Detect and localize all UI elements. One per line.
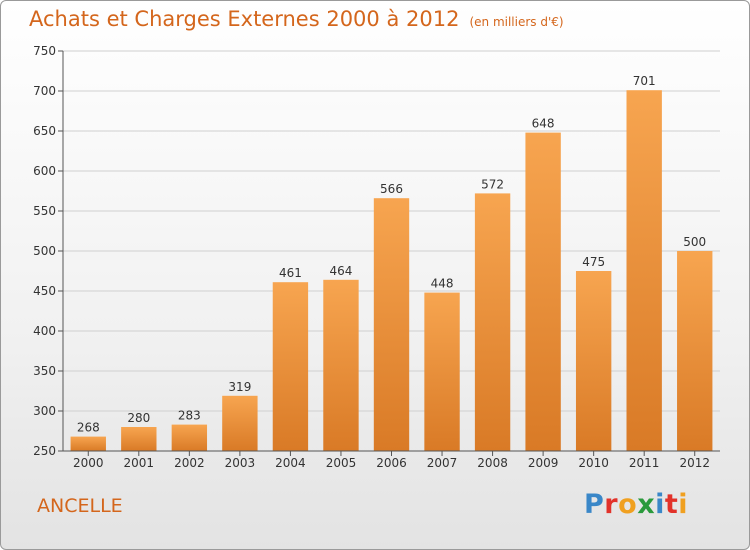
y-tick-label: 500 <box>33 244 56 258</box>
x-tick-label: 2012 <box>679 456 710 470</box>
logo-letter: x <box>637 489 656 520</box>
x-tick-label: 2006 <box>376 456 407 470</box>
logo-letter: i <box>678 489 689 520</box>
data-label: 464 <box>330 264 353 278</box>
data-label: 500 <box>683 235 706 249</box>
bar <box>171 424 208 451</box>
chart-title-text: Achats et Charges Externes 2000 à 2012 <box>29 7 460 31</box>
x-tick-label: 2010 <box>578 456 609 470</box>
x-tick-label: 2009 <box>528 456 559 470</box>
x-tick-label: 2001 <box>124 456 155 470</box>
bar <box>575 271 612 451</box>
data-label: 648 <box>532 117 555 131</box>
x-tick-label: 2007 <box>427 456 458 470</box>
y-tick-label: 400 <box>33 324 56 338</box>
data-labels: 268 280 283 319 461 464 566 448 572 648 475 701 500 <box>77 74 706 434</box>
data-label: 280 <box>127 411 150 425</box>
bar <box>474 193 511 451</box>
bar <box>525 132 561 451</box>
bar <box>272 282 309 451</box>
data-label: 572 <box>481 177 504 191</box>
proxiti-logo[interactable]: Proxiti <box>584 489 688 520</box>
y-tick-label: 700 <box>33 84 56 98</box>
logo-letter: t <box>664 489 679 520</box>
logo-letter: P <box>584 489 605 520</box>
data-label: 701 <box>633 74 656 88</box>
y-tick-label: 750 <box>33 44 56 58</box>
data-label: 461 <box>279 266 302 280</box>
bar <box>323 279 359 451</box>
y-axis-ticks: 250 300 350 400 450 500 550 600 650 700 750 <box>33 44 64 458</box>
data-label: 319 <box>228 380 251 394</box>
y-tick-label: 450 <box>33 284 56 298</box>
bar <box>373 198 410 451</box>
x-tick-label: 2000 <box>73 456 104 470</box>
bar <box>70 436 106 451</box>
y-tick-label: 550 <box>33 204 56 218</box>
x-tick-label: 2003 <box>225 456 256 470</box>
y-tick-label: 250 <box>33 444 56 458</box>
data-label: 283 <box>178 409 201 423</box>
y-tick-label: 350 <box>33 364 56 378</box>
bar <box>121 427 157 451</box>
logo-letter: r <box>604 489 619 520</box>
x-axis-ticks: 2000 2001 2002 2003 2004 2005 2006 2007 2008 2009… <box>63 450 720 470</box>
data-label: 475 <box>582 255 605 269</box>
y-tick-label: 300 <box>33 404 56 418</box>
city-name: ANCELLE <box>37 495 123 517</box>
bar <box>626 90 662 451</box>
data-label: 566 <box>380 182 403 196</box>
bar <box>222 395 258 451</box>
y-tick-label: 600 <box>33 164 56 178</box>
data-label: 268 <box>77 421 100 435</box>
chart-unit: (en milliers d'€) <box>469 15 564 29</box>
logo-letter: o <box>618 489 638 520</box>
bar <box>424 292 460 451</box>
x-tick-label: 2011 <box>629 456 660 470</box>
data-label: 448 <box>431 277 454 291</box>
bar <box>677 251 713 451</box>
x-tick-label: 2004 <box>275 456 306 470</box>
chart-title: Achats et Charges Externes 2000 à 2012 (e… <box>29 7 564 31</box>
x-tick-label: 2008 <box>477 456 508 470</box>
y-tick-label: 650 <box>33 124 56 138</box>
logo-letter: i <box>655 489 665 520</box>
x-tick-label: 2005 <box>326 456 357 470</box>
bars <box>70 90 713 451</box>
x-tick-label: 2002 <box>174 456 205 470</box>
